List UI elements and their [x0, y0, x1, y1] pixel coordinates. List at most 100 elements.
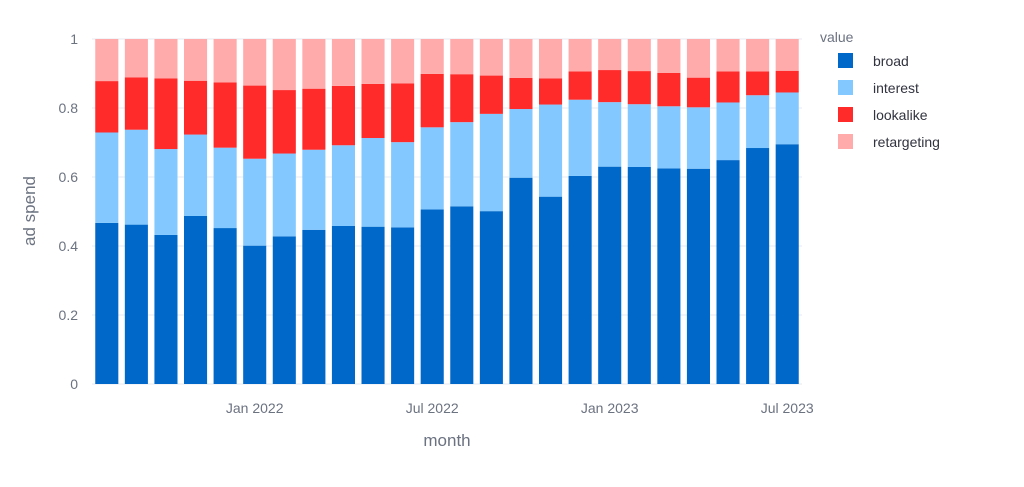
bar-retargeting — [775, 39, 799, 71]
y-tick-label: 0 — [70, 376, 78, 392]
bar-lookalike — [479, 75, 503, 114]
bar-retargeting — [450, 39, 474, 75]
bar-lookalike — [420, 73, 444, 128]
bar-interest — [627, 104, 651, 167]
legend-swatch-retargeting — [838, 134, 853, 149]
bar-broad — [627, 166, 651, 384]
bar-broad — [243, 245, 267, 384]
bar-interest — [243, 158, 267, 246]
legend-label-broad: broad — [873, 53, 909, 69]
bar-broad — [598, 166, 622, 384]
x-tick-label: Jul 2023 — [761, 400, 814, 416]
x-tick-label: Jan 2023 — [581, 400, 639, 416]
legend-swatch-interest — [838, 80, 853, 95]
bar-retargeting — [568, 39, 592, 72]
bar-lookalike — [243, 85, 267, 159]
bar-broad — [686, 168, 710, 384]
bar-lookalike — [331, 85, 355, 146]
bar-broad — [657, 168, 681, 384]
bar-retargeting — [95, 39, 119, 82]
y-tick-label: 0.8 — [59, 100, 79, 116]
y-axis-ticks: 0 0.2 0.4 0.6 0.8 1 — [59, 31, 79, 392]
legend: value broad interest lookalike retargeting — [820, 29, 940, 150]
bar-interest — [598, 102, 622, 167]
y-tick-label: 0.6 — [59, 169, 79, 185]
bar-interest — [272, 153, 296, 237]
bar-broad — [539, 196, 563, 384]
bar-interest — [154, 149, 178, 235]
legend-swatch-lookalike — [838, 107, 853, 122]
bar-retargeting — [361, 39, 385, 84]
bar-retargeting — [598, 39, 622, 71]
bar-interest — [716, 102, 740, 161]
y-tick-label: 0.4 — [59, 238, 79, 254]
bar-broad — [213, 228, 237, 384]
bar-interest — [509, 109, 533, 178]
bar-lookalike — [124, 77, 148, 130]
bar-interest — [124, 129, 148, 225]
bar-retargeting — [657, 39, 681, 73]
legend-title: value — [820, 29, 854, 45]
bar-lookalike — [154, 78, 178, 150]
bar-lookalike — [746, 71, 770, 96]
y-tick-label: 0.2 — [59, 307, 79, 323]
bar-retargeting — [509, 39, 533, 78]
bar-interest — [746, 95, 770, 149]
bar-lookalike — [391, 83, 415, 143]
bar-broad — [124, 224, 148, 384]
bar-interest — [302, 149, 326, 230]
bar-retargeting — [184, 39, 208, 81]
bar-lookalike — [272, 90, 296, 154]
bar-lookalike — [361, 83, 385, 139]
bar-interest — [213, 147, 237, 229]
bar-lookalike — [598, 70, 622, 103]
bar-broad — [509, 177, 533, 384]
y-axis-title: ad spend — [20, 176, 39, 246]
bar-broad — [746, 148, 770, 384]
bar-broad — [420, 209, 444, 384]
bar-retargeting — [479, 39, 503, 76]
bar-interest — [686, 107, 710, 169]
bar-lookalike — [184, 80, 208, 135]
bar-retargeting — [213, 39, 237, 83]
bar-broad — [331, 225, 355, 384]
bar-broad — [391, 227, 415, 384]
bar-interest — [361, 138, 385, 227]
bar-broad — [450, 206, 474, 384]
legend-swatch-broad — [838, 53, 853, 68]
legend-label-retargeting: retargeting — [873, 134, 940, 150]
bar-interest — [568, 99, 592, 176]
bar-broad — [184, 215, 208, 384]
bar-retargeting — [124, 39, 148, 78]
bar-retargeting — [331, 39, 355, 86]
bar-retargeting — [391, 39, 415, 84]
bar-retargeting — [627, 39, 651, 72]
bar-broad — [272, 236, 296, 384]
bar-retargeting — [243, 39, 267, 86]
bar-lookalike — [716, 71, 740, 103]
bar-interest — [479, 113, 503, 212]
bar-retargeting — [302, 39, 326, 89]
bar-broad — [568, 175, 592, 384]
bar-broad — [95, 222, 119, 384]
bar-retargeting — [716, 39, 740, 72]
x-tick-label: Jul 2022 — [406, 400, 459, 416]
bar-interest — [331, 145, 355, 226]
bars — [95, 39, 799, 384]
legend-label-interest: interest — [873, 80, 919, 96]
bar-lookalike — [568, 71, 592, 100]
bar-lookalike — [627, 71, 651, 105]
x-tick-label: Jan 2022 — [226, 400, 284, 416]
bar-interest — [657, 106, 681, 169]
bar-lookalike — [213, 82, 237, 148]
x-axis-title: month — [423, 431, 470, 450]
bar-interest — [450, 122, 474, 207]
bar-interest — [420, 127, 444, 210]
bar-broad — [154, 234, 178, 384]
bar-retargeting — [420, 39, 444, 74]
bar-retargeting — [539, 39, 563, 79]
bar-broad — [302, 229, 326, 384]
bar-interest — [95, 132, 119, 223]
bar-interest — [184, 134, 208, 216]
